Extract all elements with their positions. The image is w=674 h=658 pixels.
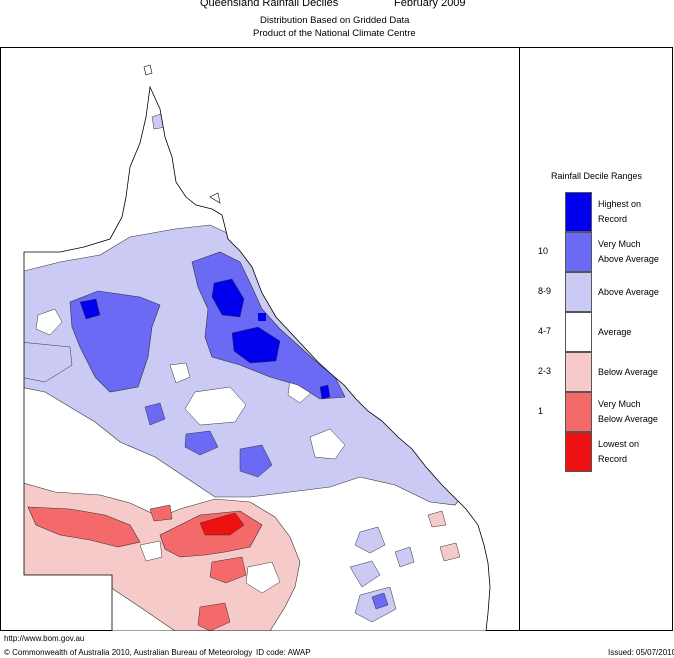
legend-range: 8-9 (538, 286, 552, 296)
legend-swatch (565, 192, 592, 232)
legend-label: Lowest on Record (598, 437, 639, 467)
map-period: February 2009 (394, 0, 466, 9)
map-subtitle: Distribution Based on Gridded Data (260, 15, 410, 26)
legend-label-line2: Record (598, 214, 628, 224)
legend-range: 4-7 (538, 326, 552, 336)
legend-label: Below Average (598, 365, 658, 380)
legend-label-line1: Very Much (598, 399, 641, 409)
legend-swatch (565, 432, 592, 472)
legend-range: 1 (538, 406, 544, 416)
legend-swatch (565, 352, 592, 392)
id-code: ID code: AWAP (256, 648, 311, 657)
legend-swatch (565, 272, 592, 312)
source-url: http://www.bom.gov.au (4, 634, 85, 643)
legend-label-line1: Below Average (598, 367, 658, 377)
legend-swatch (565, 312, 592, 352)
legend-label-line2: Record (598, 454, 628, 464)
legend-range: 10 (538, 246, 549, 256)
legend-label-line1: Very Much (598, 239, 641, 249)
issued-date: Issued: 05/07/2010 (608, 648, 674, 657)
decile-regions (24, 87, 490, 631)
legend-label: Very Much Below Average (598, 397, 658, 427)
queensland-outline (23, 85, 491, 631)
map-title: Queensland Rainfall Deciles (200, 0, 339, 9)
legend-label-line2: Above Average (598, 254, 659, 264)
legend-label: Highest on Record (598, 197, 641, 227)
legend-label: Very Much Above Average (598, 237, 659, 267)
legend-divider (519, 47, 520, 631)
legend-label-line1: Average (598, 327, 632, 337)
legend-swatch (565, 232, 592, 272)
legend-label: Average (598, 325, 631, 340)
legend-label: Above Average (598, 285, 659, 300)
legend-label-line1: Highest on (598, 199, 642, 209)
queensland-decile-map (23, 64, 491, 631)
legend-title: Rainfall Decile Ranges (550, 171, 643, 181)
map-product-line: Product of the National Climate Centre (253, 28, 416, 39)
legend-label-line1: Lowest on (598, 439, 640, 449)
legend-label-line2: Below Average (598, 414, 658, 424)
legend-range: 2-3 (538, 366, 552, 376)
copyright-text: © Commonwealth of Australia 2010, Austra… (4, 648, 253, 657)
legend-swatch (565, 392, 592, 432)
legend-label-line1: Above Average (598, 287, 659, 297)
